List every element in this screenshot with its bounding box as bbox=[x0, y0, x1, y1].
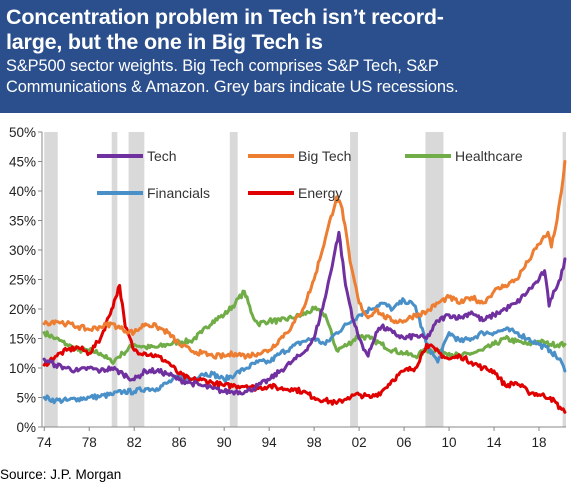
x-tick-label-11: 18 bbox=[531, 435, 546, 450]
recession-bar-1 bbox=[44, 132, 58, 427]
y-tick-label-8: 40% bbox=[9, 184, 36, 199]
subtitle-line-2: Communications & Amazon. Grey bars indic… bbox=[6, 78, 459, 96]
source-note: Source: J.P. Morgan bbox=[0, 467, 122, 482]
recession-bars bbox=[44, 132, 566, 427]
axes: 0% 5% 10% 15% 20% 25% 30% 35% 40% 45% 50% 74 78 82 86 9… bbox=[9, 125, 566, 450]
recession-bar-3 bbox=[128, 132, 145, 427]
y-tick-label-5: 25% bbox=[9, 273, 36, 288]
x-tick-label-3: 86 bbox=[172, 435, 187, 450]
y-tick-label-7: 35% bbox=[9, 214, 36, 229]
y-tick-label-0: 0% bbox=[16, 420, 36, 435]
recession-bar-6 bbox=[425, 132, 444, 427]
x-tick-label-8: 06 bbox=[397, 435, 412, 450]
x-tick-label-7: 02 bbox=[352, 435, 367, 450]
chart-subtitle: S&P500 sector weights. Big Tech comprise… bbox=[6, 56, 563, 98]
x-tick-label-9: 10 bbox=[442, 435, 457, 450]
x-tick-label-10: 14 bbox=[487, 435, 503, 450]
y-tick-label-2: 10% bbox=[9, 361, 36, 376]
series-line-energy bbox=[42, 283, 567, 414]
series-line-tech bbox=[42, 230, 567, 396]
series-line-financials bbox=[42, 297, 567, 405]
recession-bar-4 bbox=[229, 132, 238, 427]
x-tick-label-6: 98 bbox=[307, 435, 322, 450]
legend-label-financials: Financials bbox=[147, 185, 210, 201]
legend-label-big-tech: Big Tech bbox=[298, 148, 351, 164]
y-tick-label-1: 5% bbox=[16, 391, 36, 406]
y-tick-label-10: 50% bbox=[9, 125, 36, 140]
recession-bar-7 bbox=[562, 132, 566, 427]
y-tick-label-4: 20% bbox=[9, 302, 36, 317]
chart-title: Concentration problem in Tech isn’t reco… bbox=[6, 5, 563, 55]
header-banner: Concentration problem in Tech isn’t reco… bbox=[0, 0, 571, 113]
x-tick-label-2: 82 bbox=[127, 435, 142, 450]
subtitle-line-1: S&P500 sector weights. Big Tech comprise… bbox=[6, 57, 439, 75]
x-tick-label-5: 94 bbox=[262, 435, 278, 450]
title-line-1: Concentration problem in Tech isn’t reco… bbox=[6, 5, 444, 29]
recession-bar-2 bbox=[111, 132, 118, 427]
legend-label-energy: Energy bbox=[298, 185, 342, 201]
x-tick-label-4: 90 bbox=[217, 435, 232, 450]
series-lines bbox=[42, 160, 567, 414]
legend-label-healthcare: Healthcare bbox=[455, 148, 523, 164]
y-tick-label-3: 15% bbox=[9, 332, 36, 347]
sector-weights-line-chart: 0% 5% 10% 15% 20% 25% 30% 35% 40% 45% 50% 74 78 82 86 9… bbox=[9, 125, 567, 450]
legend-label-tech: Tech bbox=[147, 148, 177, 164]
y-tick-label-6: 30% bbox=[9, 243, 36, 258]
title-line-2: large, but the one in Big Tech is bbox=[6, 30, 323, 54]
y-tick-label-9: 45% bbox=[9, 155, 36, 170]
x-tick-label-0: 74 bbox=[37, 435, 53, 450]
x-tick-label-1: 78 bbox=[82, 435, 97, 450]
legend: Tech Big Tech Healthcare Financials Energy bbox=[97, 148, 523, 201]
series-line-big-tech bbox=[42, 160, 567, 360]
